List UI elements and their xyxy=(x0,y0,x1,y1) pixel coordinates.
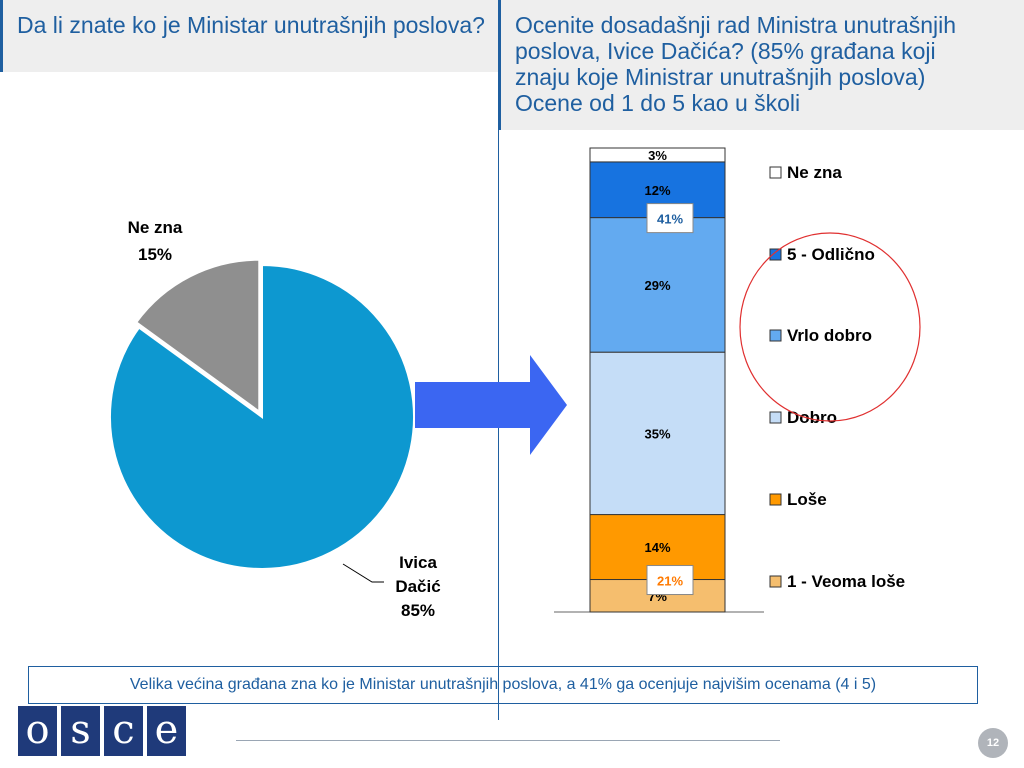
highlight-circle xyxy=(739,232,921,422)
osce-logo: o s c e xyxy=(18,706,186,756)
bar-segment-dobro xyxy=(589,351,726,516)
bar-data-label: 29% xyxy=(644,278,670,293)
bar-data-label: 12% xyxy=(644,183,670,198)
right-title: Ocenite dosadašnji rad Ministra unutrašn… xyxy=(498,0,1024,130)
pie-value-ne-zna: 15% xyxy=(138,245,172,264)
footer-line xyxy=(236,740,780,741)
legend-label: 1 - Veoma loše xyxy=(787,572,905,591)
logo-letter-e: e xyxy=(147,706,186,756)
summary-box: Velika većina građana zna ko je Ministar… xyxy=(28,666,978,704)
legend-label: Dobro xyxy=(787,408,837,427)
pie-slice-ne-zna xyxy=(134,258,261,414)
pie-label-line-2: Dačić xyxy=(395,577,440,596)
legend-swatch xyxy=(769,575,782,588)
pie-label-line-1: Ivica xyxy=(399,553,437,572)
pie-label-ne-zna: Ne zna xyxy=(128,218,183,237)
bar-data-label: 35% xyxy=(644,426,670,441)
left-title-text: Da li znate ko je Ministar unutrašnjih p… xyxy=(17,12,485,38)
bar-segment-ne-zna xyxy=(589,147,726,163)
right-title-line-4: Ocene od 1 do 5 kao u školi xyxy=(515,90,801,116)
page-number-badge: 12 xyxy=(978,728,1008,758)
right-title-line-2: poslova, Ivice Dačića? (85% građana koji xyxy=(515,38,936,64)
bar-data-label: 3% xyxy=(648,148,667,163)
arrow-shape xyxy=(415,355,567,455)
logo-letter-o: o xyxy=(18,706,57,756)
right-title-line-1: Ocenite dosadašnji rad Ministra unutrašn… xyxy=(515,12,957,38)
summary-text: Velika većina građana zna ko je Ministar… xyxy=(129,676,877,693)
legend-label: Loše xyxy=(787,490,827,509)
legend-swatch xyxy=(769,248,782,261)
logo-letter-s: s xyxy=(61,706,100,756)
pie-value-ivica-dacic: 85% xyxy=(401,601,435,620)
legend-swatch xyxy=(769,411,782,424)
annotation-label: 41% xyxy=(657,212,683,227)
legend-label: 5 - Odlično xyxy=(787,245,875,264)
bar-data-label: 14% xyxy=(644,540,670,555)
legend-label: Vrlo dobro xyxy=(787,326,872,345)
page-number: 12 xyxy=(986,737,1000,749)
arrow-icon xyxy=(415,355,567,455)
left-title: Da li znate ko je Ministar unutrašnjih p… xyxy=(0,0,498,72)
annotation-label: 21% xyxy=(657,574,683,589)
legend-swatch xyxy=(769,329,782,342)
annotation-box xyxy=(646,565,694,596)
legend-swatch xyxy=(769,166,782,179)
legend-swatch xyxy=(769,493,782,506)
pie-slice-ivica-dacic xyxy=(109,263,415,570)
pie-chart: Ne zna 15% Ivica Dačić 85% xyxy=(109,218,441,620)
bar-segment-vrlo-dobro xyxy=(589,217,726,353)
pie-leader-line xyxy=(342,563,384,583)
legend-label: Ne zna xyxy=(787,163,842,182)
logo-letter-c: c xyxy=(104,706,143,756)
bar-segment-1-veoma-lo-e xyxy=(589,579,726,613)
right-title-line-3: znaju koje Ministrar unutrašnjih poslova… xyxy=(515,64,926,90)
annotation-box xyxy=(646,203,694,234)
